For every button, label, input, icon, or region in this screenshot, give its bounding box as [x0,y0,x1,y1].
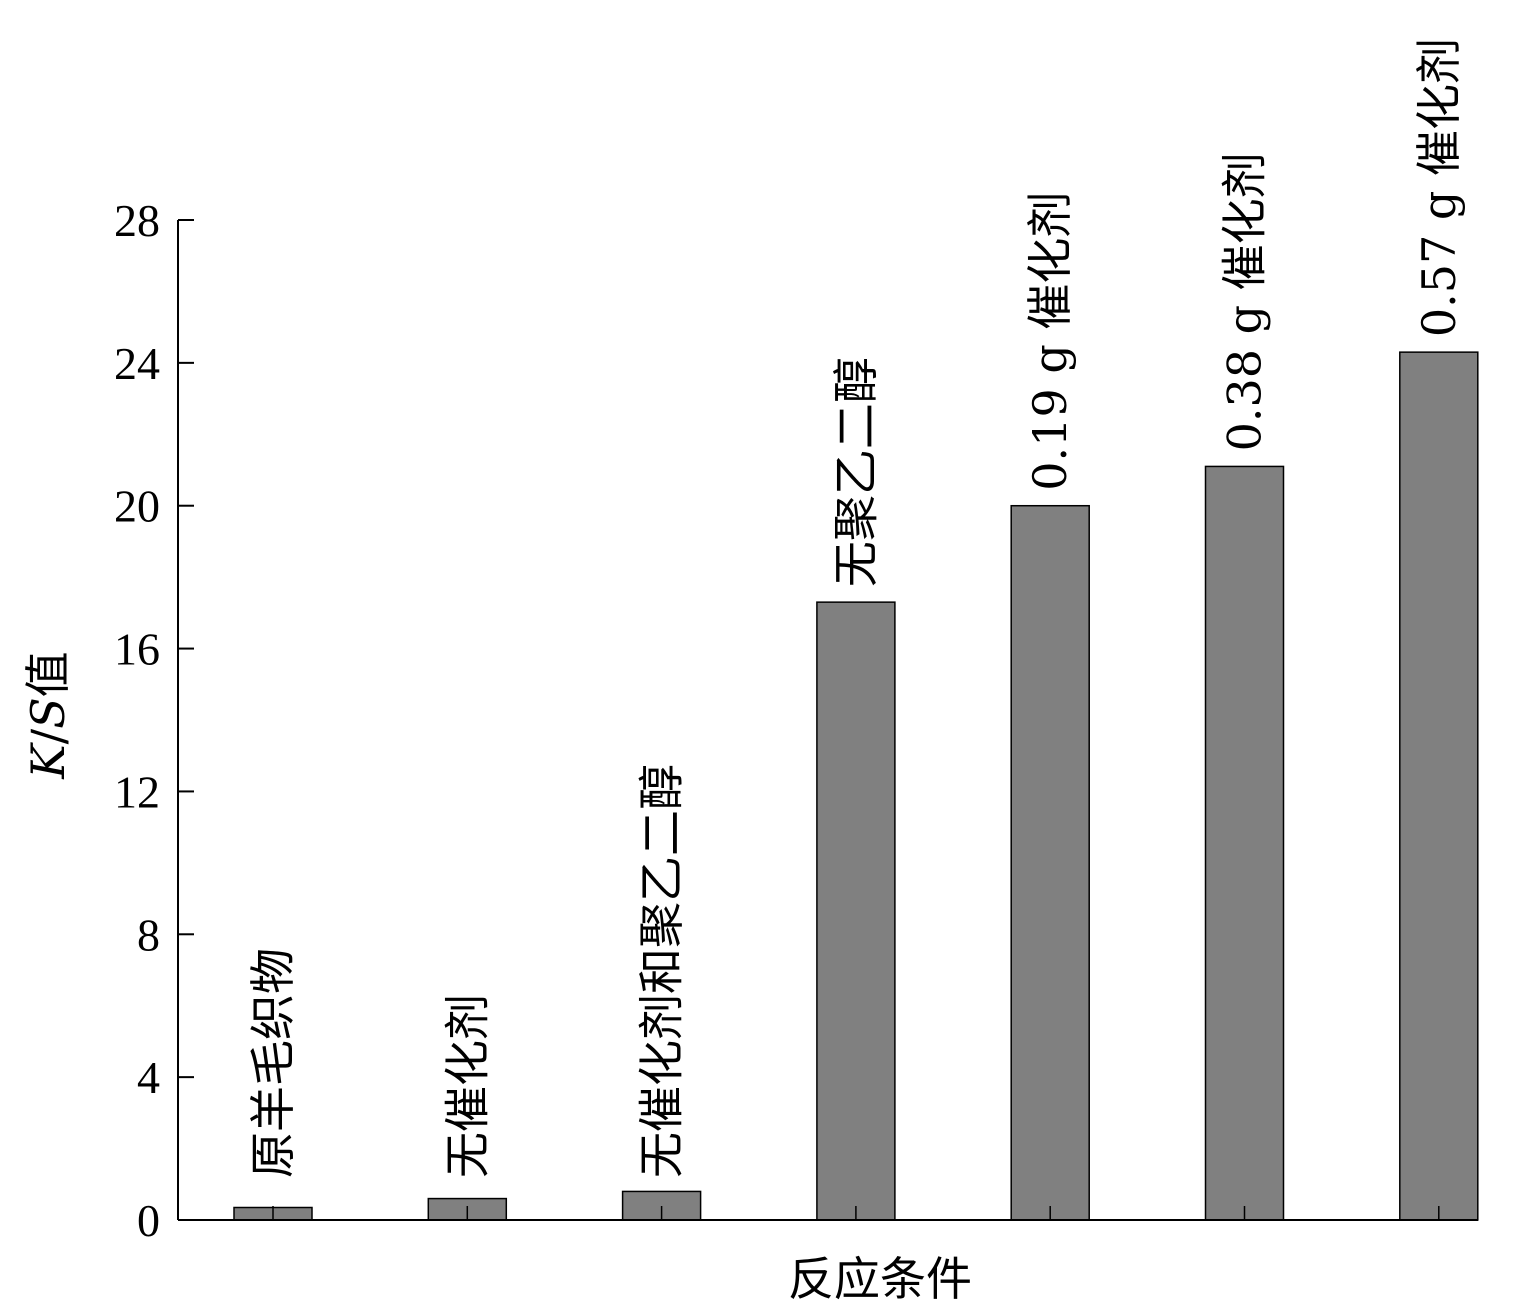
axes [177,220,1478,1221]
y-axis-title-part: / [21,728,75,744]
y-tick-label: 12 [114,766,160,817]
bar-category-label: 无催化剂 [440,994,494,1178]
y-tick-label: 4 [137,1052,160,1103]
bar-category-label: 0.19 g 催化剂 [1023,192,1077,491]
y-axis-title-part: 值 [21,651,75,697]
bar-labels: 原羊毛织物 无催化剂 无催化剂和聚乙二醇 无聚乙二醇 0.19 g 催化剂 0.38 g … [246,38,1466,1178]
y-tick-label: 24 [114,338,160,389]
y-axis-ticks: 0 4 8 12 16 20 24 28 [114,195,194,1246]
y-axis-title: K/S值 [21,651,75,779]
x-axis-title: 反应条件 [788,1252,972,1306]
bar-category-label: 0.57 g 催化剂 [1412,38,1466,337]
bar [816,601,896,1221]
y-tick-label: 20 [114,481,160,532]
bar-category-label: 原羊毛织物 [246,948,300,1178]
bars [233,351,1479,1221]
bar [1204,465,1285,1221]
y-tick-label: 28 [114,195,160,246]
bar [1010,504,1090,1221]
y-axis-title-part: S [21,697,75,729]
bar [1399,351,1479,1221]
y-tick-label: 0 [137,1195,160,1246]
y-tick-label: 16 [114,624,160,675]
bar-category-label: 无催化剂和聚乙二醇 [635,764,689,1178]
bar-category-label: 无聚乙二醇 [829,357,883,587]
bar-category-label: 0.38 g 催化剂 [1218,152,1272,451]
y-tick-label: 8 [137,909,160,960]
y-axis-title-part: K [21,742,75,780]
